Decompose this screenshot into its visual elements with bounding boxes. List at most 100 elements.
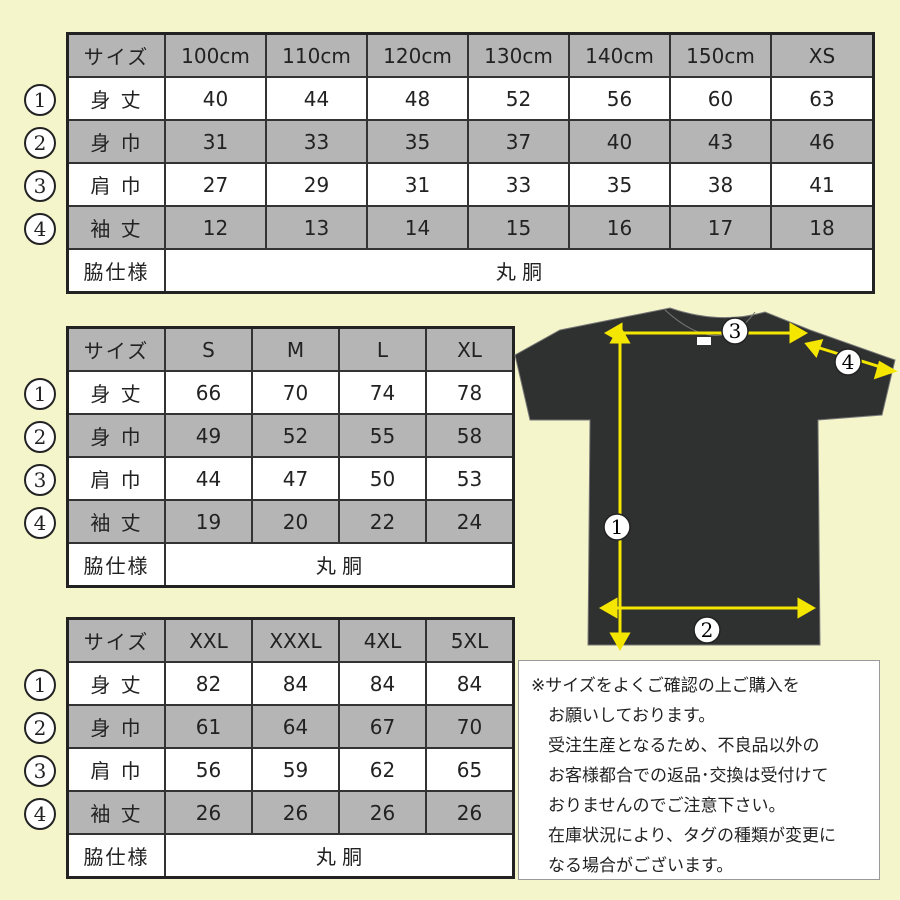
row-label: 身 丈 bbox=[66, 370, 166, 415]
tag-icon bbox=[697, 337, 711, 345]
cell: 24 bbox=[425, 499, 515, 544]
cell: 60 bbox=[669, 76, 772, 121]
cell: 41 bbox=[770, 162, 875, 207]
circled-number: 3 bbox=[24, 170, 56, 202]
cell: 84 bbox=[338, 661, 427, 706]
circled-number: 4 bbox=[24, 798, 56, 830]
tshirt-diagram: 1 2 3 4 bbox=[514, 307, 898, 652]
circled-number: 2 bbox=[24, 127, 56, 159]
header-row: サイズ 100cm 110cm 120cm 130cm 140cm 150cm XS bbox=[66, 32, 875, 78]
cell: 56 bbox=[164, 747, 253, 792]
notice-line: お客様都合での返品･交換は受付けて bbox=[531, 766, 829, 786]
circled-number: 2 bbox=[24, 421, 56, 453]
cell: 22 bbox=[338, 499, 427, 544]
cell: 17 bbox=[669, 205, 772, 250]
cell: 31 bbox=[164, 119, 267, 164]
row-label: サイズ bbox=[66, 326, 166, 372]
cell: 48 bbox=[366, 76, 469, 121]
circled-number: 3 bbox=[24, 464, 56, 496]
cell: 78 bbox=[425, 370, 515, 415]
cell: M bbox=[251, 326, 340, 372]
cell: 15 bbox=[467, 205, 570, 250]
size-table-1: サイズ 100cm 110cm 120cm 130cm 140cm 150cm XS 身 丈 40… bbox=[66, 32, 875, 294]
table-row: 肩 巾 27 29 31 33 35 38 41 bbox=[66, 162, 875, 207]
cell: 37 bbox=[467, 119, 570, 164]
cell: 4XL bbox=[338, 617, 427, 663]
cell: 50 bbox=[338, 456, 427, 501]
cell: XS bbox=[770, 32, 875, 78]
row-label: 肩 巾 bbox=[66, 456, 166, 501]
cell: 20 bbox=[251, 499, 340, 544]
row-label: 肩 巾 bbox=[66, 747, 166, 792]
circled-number: 4 bbox=[24, 213, 56, 245]
row-label: 身 丈 bbox=[66, 76, 166, 121]
row-label: 脇仕様 bbox=[66, 833, 166, 879]
cell: 丸 胴 bbox=[164, 248, 875, 294]
cell: 55 bbox=[338, 413, 427, 458]
cell: 49 bbox=[164, 413, 253, 458]
cell: 29 bbox=[265, 162, 368, 207]
circled-number: 1 bbox=[24, 669, 56, 701]
cell: 58 bbox=[425, 413, 515, 458]
cell: 53 bbox=[425, 456, 515, 501]
table-row: 身 巾 61 64 67 70 bbox=[66, 704, 515, 749]
cell: 31 bbox=[366, 162, 469, 207]
row-label: サイズ bbox=[66, 32, 166, 78]
cell: 35 bbox=[366, 119, 469, 164]
row-label: 袖 丈 bbox=[66, 790, 166, 835]
cell: 74 bbox=[338, 370, 427, 415]
table-row: 袖 丈 26 26 26 26 bbox=[66, 790, 515, 835]
cell: 19 bbox=[164, 499, 253, 544]
cell: 130cm bbox=[467, 32, 570, 78]
cell: 33 bbox=[265, 119, 368, 164]
cell: 33 bbox=[467, 162, 570, 207]
cell: XXL bbox=[164, 617, 253, 663]
cell: 61 bbox=[164, 704, 253, 749]
cell: 14 bbox=[366, 205, 469, 250]
cell: 120cm bbox=[366, 32, 469, 78]
cell: 44 bbox=[265, 76, 368, 121]
cell: 47 bbox=[251, 456, 340, 501]
cell: 18 bbox=[770, 205, 875, 250]
circled-number: 4 bbox=[24, 507, 56, 539]
cell: 丸 胴 bbox=[164, 542, 515, 588]
circled-number: 2 bbox=[24, 712, 56, 744]
footer-row: 脇仕様丸 胴 bbox=[66, 542, 515, 588]
size-table-2: サイズ S M L XL 身 丈 66 70 74 78 身 巾 49 52 55 58 肩 巾 44 47 50 5… bbox=[66, 326, 515, 588]
cell: 40 bbox=[568, 119, 671, 164]
notice-line: 受注生産となるため、不良品以外の bbox=[531, 736, 820, 756]
row-label: 身 巾 bbox=[66, 413, 166, 458]
row-label: 肩 巾 bbox=[66, 162, 166, 207]
marker-3: 3 bbox=[729, 319, 742, 343]
cell: 16 bbox=[568, 205, 671, 250]
cell: 100cm bbox=[164, 32, 267, 78]
table-row: 身 丈 82 84 84 84 bbox=[66, 661, 515, 706]
notice-line: なる場合がございます。 bbox=[531, 856, 734, 876]
cell: XXXL bbox=[251, 617, 340, 663]
cell: 27 bbox=[164, 162, 267, 207]
marker-2: 2 bbox=[701, 618, 714, 642]
cell: 150cm bbox=[669, 32, 772, 78]
cell: 13 bbox=[265, 205, 368, 250]
cell: 84 bbox=[425, 661, 515, 706]
header-row: サイズ S M L XL bbox=[66, 326, 515, 372]
notice-line: ※サイズをよくご確認の上ご購入を bbox=[531, 676, 800, 696]
notice-line: おりませんのでご注意下さい。 bbox=[531, 796, 786, 816]
cell: 丸 胴 bbox=[164, 833, 515, 879]
table-row: 肩 巾 44 47 50 53 bbox=[66, 456, 515, 501]
table-row: 肩 巾 56 59 62 65 bbox=[66, 747, 515, 792]
cell: 65 bbox=[425, 747, 515, 792]
cell: 82 bbox=[164, 661, 253, 706]
cell: 66 bbox=[164, 370, 253, 415]
cell: 64 bbox=[251, 704, 340, 749]
table-row: 身 丈 40 44 48 52 56 60 63 bbox=[66, 76, 875, 121]
row-label: 袖 丈 bbox=[66, 499, 166, 544]
row-label: 袖 丈 bbox=[66, 205, 166, 250]
cell: 140cm bbox=[568, 32, 671, 78]
footer-row: 脇仕様丸 胴 bbox=[66, 833, 515, 879]
row-label: サイズ bbox=[66, 617, 166, 663]
table-row: 袖 丈 19 20 22 24 bbox=[66, 499, 515, 544]
cell: L bbox=[338, 326, 427, 372]
cell: 52 bbox=[251, 413, 340, 458]
cell: 84 bbox=[251, 661, 340, 706]
